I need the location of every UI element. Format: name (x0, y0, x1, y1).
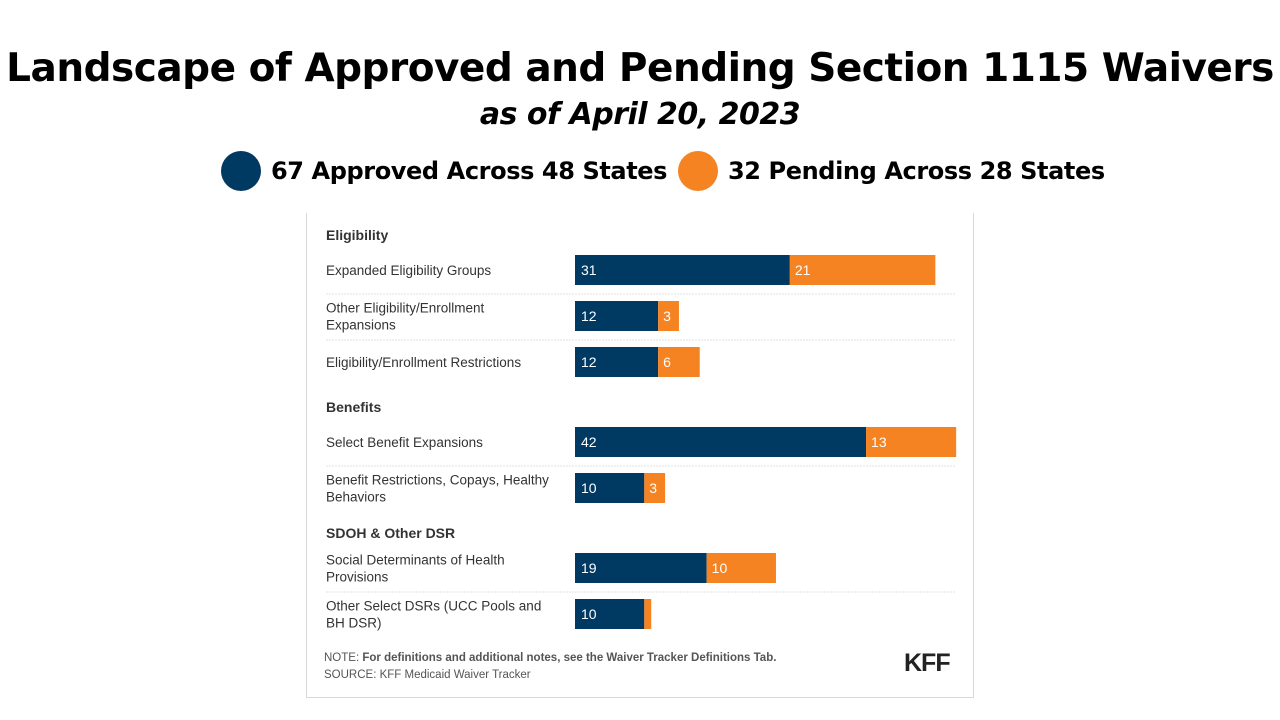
row-label: Select Benefit Expansions (326, 435, 483, 450)
row-label: Social Determinants of Health (326, 553, 505, 568)
bar-approved (575, 473, 645, 503)
bar-label-pending: 13 (871, 434, 887, 450)
chart-panel: Eligibility Expanded Eligibility Groups 31… (306, 213, 974, 698)
row-label: Behaviors (326, 490, 386, 505)
bar-label-pending: 3 (649, 480, 657, 496)
bar-approved (575, 255, 790, 285)
chart-notes: NOTE: For definitions and additional not… (324, 650, 776, 684)
bar-label-pending: 3 (663, 308, 671, 324)
bar-label-approved: 12 (581, 354, 597, 370)
bar-pending (658, 347, 700, 377)
note-line: NOTE: For definitions and additional not… (324, 650, 776, 667)
bar-label-approved: 12 (581, 308, 597, 324)
chart-subtitle: as of April 20, 2023 (479, 97, 801, 132)
source-line: SOURCE: KFF Medicaid Waiver Tracker (324, 669, 531, 681)
bar-label-pending: 6 (663, 354, 671, 370)
row-label: Expansions (326, 318, 396, 333)
group-heading: Benefits (326, 399, 381, 415)
row-label: BH DSR) (326, 616, 382, 631)
bar-approved (575, 599, 645, 629)
bar-label-pending: 21 (795, 262, 811, 278)
group-heading: Eligibility (326, 227, 388, 243)
bar-approved (575, 347, 659, 377)
bar-pending (644, 473, 666, 503)
bar-pending (866, 427, 957, 457)
bar-approved (575, 301, 659, 331)
legend-pending-label: 32 Pending Across 28 States (728, 157, 1105, 185)
bar-label-pending: 10 (712, 560, 728, 576)
row-label: Provisions (326, 570, 389, 585)
row-label: Other Select DSRs (UCC Pools and (326, 599, 541, 614)
bar-pending (789, 255, 936, 285)
bar-pending (706, 553, 776, 583)
bar-approved (575, 427, 867, 457)
pending-swatch-icon (678, 151, 718, 191)
group-heading: SDOH & Other DSR (326, 525, 455, 541)
row-label: Benefit Restrictions, Copays, Healthy (326, 473, 549, 488)
bar-pending (658, 301, 679, 331)
legend-approved: 67 Approved Across 48 States (221, 150, 667, 192)
bar-label-approved: 10 (581, 606, 597, 622)
row-label: Expanded Eligibility Groups (326, 263, 491, 278)
bar-label-approved: 42 (581, 434, 597, 450)
bar-label-approved: 31 (581, 262, 597, 278)
chart-title: Landscape of Approved and Pending Sectio… (6, 46, 1274, 91)
note-prefix: NOTE: (324, 652, 363, 664)
legend-approved-label: 67 Approved Across 48 States (271, 157, 668, 185)
legend-pending: 32 Pending Across 28 States (678, 150, 1105, 192)
approved-swatch-icon (221, 151, 261, 191)
bar-label-approved: 10 (581, 480, 597, 496)
row-label: Other Eligibility/Enrollment (326, 301, 485, 316)
bar-label-approved: 19 (581, 560, 597, 576)
note-text: For definitions and additional notes, se… (362, 652, 777, 664)
bar-approved (575, 553, 707, 583)
kff-logo: KFF (904, 649, 951, 677)
bar-pending (644, 599, 652, 629)
row-label: Eligibility/Enrollment Restrictions (326, 355, 521, 370)
